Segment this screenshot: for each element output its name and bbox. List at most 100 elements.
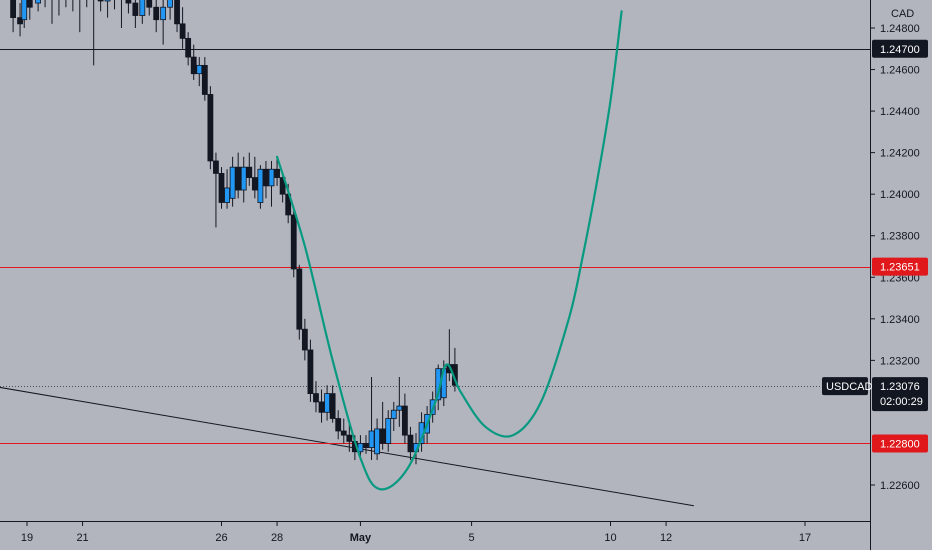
- candle-body-down: [296, 268, 303, 330]
- candle: [44, 0, 46, 8]
- candle-body-down: [246, 166, 253, 178]
- candle: [274, 156, 280, 186]
- candle-body-down: [146, 0, 153, 8]
- candle-body-down: [379, 428, 386, 444]
- candle: [97, 0, 104, 12]
- candle: [329, 385, 336, 423]
- candle: [201, 57, 208, 101]
- candle: [368, 376, 375, 461]
- candle-body-up: [368, 430, 375, 449]
- candle: [179, 7, 186, 49]
- candle-body-down: [263, 168, 269, 187]
- x-tick-label: 10: [604, 532, 616, 544]
- current-price-label-bg: [872, 377, 928, 412]
- candle: [153, 0, 160, 33]
- candle: [93, 0, 95, 66]
- candle: [196, 57, 203, 87]
- candle: [65, 0, 67, 8]
- candle-body-down: [201, 64, 208, 95]
- candle: [51, 0, 53, 24]
- price-label: 1.23651: [880, 262, 920, 274]
- candle: [35, 0, 42, 12]
- symbol-label: USDCAD: [826, 381, 873, 393]
- candle: [190, 44, 197, 80]
- candle: [346, 422, 353, 452]
- candle: [240, 156, 247, 203]
- candle-body-down: [179, 23, 186, 39]
- candle: [174, 0, 180, 33]
- candle-body-down: [125, 0, 132, 4]
- candle-body-up: [396, 405, 403, 411]
- candle-body-up: [229, 166, 236, 199]
- candle-body-down: [235, 166, 242, 191]
- candle-body-up: [196, 64, 203, 75]
- candle-body-down: [274, 168, 280, 178]
- price-label-bg: [872, 39, 928, 58]
- candle: [401, 393, 408, 444]
- candle: [296, 264, 303, 340]
- candle-body-down: [207, 94, 214, 162]
- candle-body-down: [307, 349, 314, 394]
- candle-body-down: [329, 393, 336, 419]
- candle: [318, 389, 325, 423]
- candle: [120, 0, 122, 28]
- candle: [246, 152, 253, 186]
- time-axis[interactable]: 19 21 26 28 May 5 10 12 17: [21, 521, 811, 544]
- candle-body-down: [190, 56, 197, 75]
- candle: [132, 0, 139, 28]
- candle-body-down: [132, 2, 139, 16]
- y-tick-label: 1.24000: [880, 189, 920, 201]
- candle-body-down: [279, 177, 286, 195]
- y-tick-label: 1.22600: [880, 480, 920, 492]
- price-labels-layer: 1.24700 1.23651 1.22800 1.23076 02:00:29 USDC…: [822, 39, 928, 453]
- candle-body-down: [340, 430, 347, 436]
- candle-body-up: [257, 168, 264, 203]
- candle-body-down: [313, 393, 319, 403]
- candle: [58, 0, 60, 16]
- candle-body-down: [26, 0, 33, 8]
- candle-body-down: [346, 434, 353, 442]
- candle-body-up: [385, 418, 392, 444]
- candle-body-down: [97, 0, 104, 2]
- candle: [279, 173, 286, 203]
- candle: [235, 152, 242, 199]
- candle: [379, 401, 386, 450]
- candle: [185, 32, 192, 66]
- candle: [125, 0, 132, 14]
- candle: [251, 156, 258, 199]
- candle: [224, 169, 230, 209]
- candle-body-up: [240, 166, 247, 191]
- candle: [257, 165, 264, 209]
- candle: [26, 0, 33, 20]
- candle-body-down: [251, 177, 258, 191]
- candle: [307, 339, 314, 402]
- price-label-bg: [872, 257, 928, 276]
- x-tick-label: May: [350, 532, 372, 544]
- candle: [104, 0, 111, 18]
- candle: [139, 0, 146, 24]
- candle: [374, 418, 381, 461]
- candle-body-down: [218, 173, 225, 203]
- candle: [301, 318, 308, 361]
- x-tick-label: 19: [21, 532, 33, 544]
- y-tick-label: 1.23400: [880, 314, 920, 326]
- candle-body-down: [10, 0, 17, 19]
- candle-body-up: [167, 0, 173, 8]
- candle: [207, 86, 214, 170]
- candle: [229, 156, 236, 207]
- candle-body-up: [21, 0, 28, 21]
- price-axis[interactable]: CAD 1.24800 1.24600 1.24400 1.24200 1.24000 1…: [870, 8, 920, 492]
- current-price-label: 1.23076: [880, 381, 920, 393]
- candle-body-up: [104, 0, 111, 2]
- candle: [79, 0, 81, 33]
- projection-curve[interactable]: [275, 10, 623, 491]
- candle: [218, 167, 225, 209]
- candle: [363, 435, 369, 454]
- y-tick-label: 1.24400: [880, 106, 920, 118]
- candle-body-down: [213, 160, 219, 174]
- symbol-label-bg: [822, 377, 868, 396]
- candle-body-down: [401, 405, 408, 436]
- candle: [160, 0, 167, 45]
